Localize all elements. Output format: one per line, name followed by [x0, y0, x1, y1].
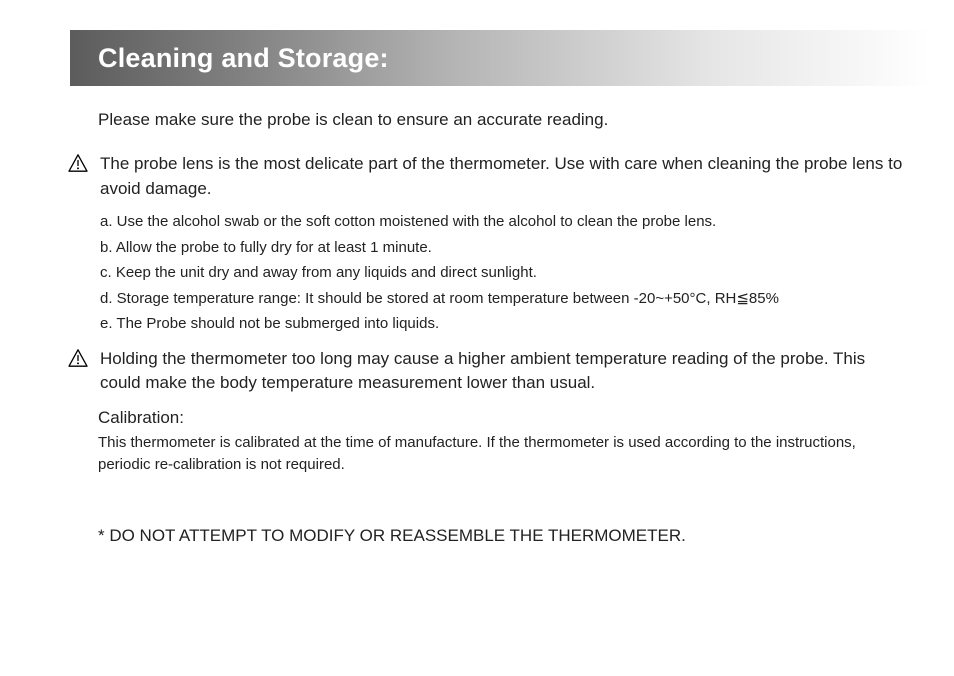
footnote-text: * DO NOT ATTEMPT TO MODIFY OR REASSEMBLE…	[98, 526, 908, 546]
warning-block-1: The probe lens is the most delicate part…	[98, 152, 908, 337]
warning-icon	[68, 349, 88, 367]
page-root: Cleaning and Storage: Please make sure t…	[0, 0, 954, 676]
sub-item-d: d. Storage temperature range: It should …	[100, 286, 908, 312]
warning-2-text: Holding the thermometer too long may cau…	[100, 347, 908, 396]
calibration-heading: Calibration:	[98, 408, 908, 428]
warning-block-2: Holding the thermometer too long may cau…	[98, 347, 908, 396]
warning-1-text: The probe lens is the most delicate part…	[100, 152, 908, 201]
sub-item-c: c. Keep the unit dry and away from any l…	[100, 260, 908, 286]
section-title: Cleaning and Storage:	[98, 43, 389, 74]
sub-item-b: b. Allow the probe to fully dry for at l…	[100, 235, 908, 261]
sub-item-e: e. The Probe should not be submerged int…	[100, 311, 908, 337]
warning-1-sublist: a. Use the alcohol swab or the soft cott…	[100, 209, 908, 337]
calibration-body: This thermometer is calibrated at the ti…	[98, 432, 908, 476]
section-title-bar: Cleaning and Storage:	[70, 30, 930, 86]
intro-text: Please make sure the probe is clean to e…	[98, 110, 908, 130]
sub-item-a: a. Use the alcohol swab or the soft cott…	[100, 209, 908, 235]
warning-icon	[68, 154, 88, 172]
content-area: Please make sure the probe is clean to e…	[98, 110, 908, 546]
